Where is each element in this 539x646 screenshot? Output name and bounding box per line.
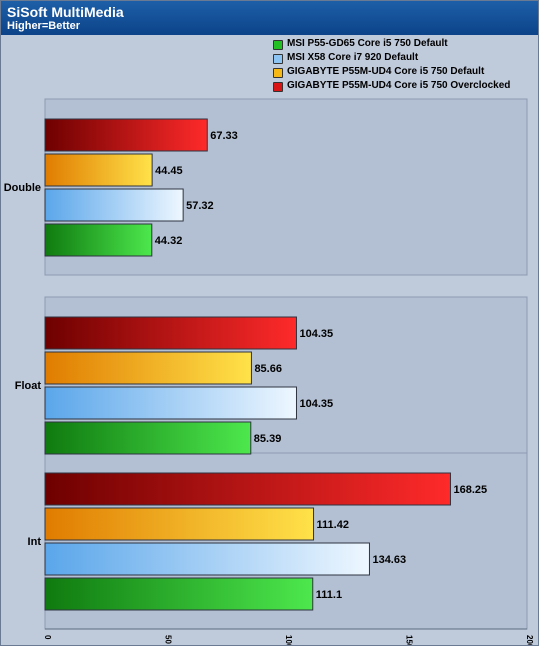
bar — [44, 316, 297, 350]
data-label: 67.33 — [210, 130, 238, 142]
data-label: 44.32 — [155, 235, 183, 247]
bar — [44, 223, 153, 257]
x-tick-label: 100 — [284, 635, 293, 645]
chart-subtitle: Higher=Better — [7, 20, 81, 32]
bar — [44, 118, 208, 152]
legend-swatch — [273, 54, 283, 64]
category-label: Float — [15, 380, 42, 392]
x-tick-label: 50 — [164, 635, 173, 644]
data-label: 44.45 — [155, 165, 183, 177]
data-label: 168.25 — [453, 484, 487, 496]
data-label: 104.35 — [299, 328, 333, 340]
category-label: Int — [28, 536, 42, 548]
bar — [44, 472, 451, 506]
legend-swatch — [273, 68, 283, 78]
x-tick-label: 200 — [525, 635, 534, 645]
bar — [44, 153, 153, 187]
bar — [44, 542, 370, 576]
data-label: 104.35 — [299, 398, 333, 410]
data-label: 57.32 — [186, 200, 214, 212]
x-tick-label: 150 — [405, 635, 414, 645]
data-label: 85.39 — [254, 433, 282, 445]
bar — [44, 421, 252, 455]
bar — [44, 351, 252, 385]
bar — [44, 577, 314, 611]
data-label: 134.63 — [372, 554, 406, 566]
title-bar: SiSoft MultiMedia Higher=Better — [1, 1, 538, 35]
legend-label: GIGABYTE P55M-UD4 Core i5 750 Overclocke… — [287, 80, 511, 91]
legend-swatch — [273, 40, 283, 50]
legend-label: MSI X58 Core i7 920 Default — [287, 52, 419, 63]
bar — [44, 507, 315, 541]
bar — [44, 188, 184, 222]
bar — [44, 386, 297, 420]
legend-label: MSI P55-GD65 Core i5 750 Default — [287, 38, 448, 49]
legend-swatch — [273, 82, 283, 92]
data-label: 85.66 — [254, 363, 282, 375]
chart-title: SiSoft MultiMedia — [7, 4, 124, 20]
data-label: 111.1 — [316, 589, 342, 601]
category-label: Double — [4, 182, 41, 194]
x-tick-label: 0 — [43, 635, 52, 640]
legend-label: GIGABYTE P55M-UD4 Core i5 750 Default — [287, 66, 485, 77]
data-label: 111.42 — [317, 519, 349, 531]
